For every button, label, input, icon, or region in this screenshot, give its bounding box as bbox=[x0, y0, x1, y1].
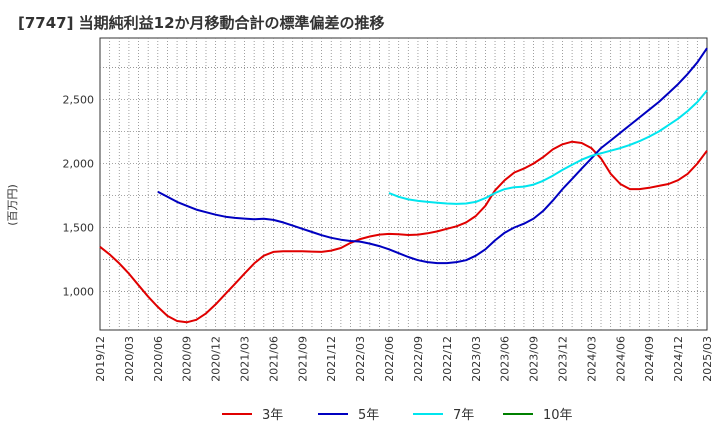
x-tick-label: 2025/03 bbox=[701, 336, 714, 382]
x-tick-label: 2020/03 bbox=[123, 336, 136, 382]
plot-area bbox=[99, 37, 708, 331]
legend-label-0: 3年 bbox=[262, 408, 283, 423]
x-tick-label: 2021/06 bbox=[267, 336, 280, 382]
x-tick-label: 2020/09 bbox=[181, 336, 194, 382]
legend-label-1: 5年 bbox=[358, 408, 379, 423]
x-tick-label: 2023/09 bbox=[528, 336, 541, 382]
y-tick-label: 1,000 bbox=[63, 286, 95, 299]
x-tick-label: 2021/12 bbox=[325, 336, 338, 382]
x-tick-label: 2023/06 bbox=[499, 336, 512, 382]
x-tick-label: 2023/12 bbox=[556, 336, 569, 382]
x-tick-label: 2022/03 bbox=[354, 336, 367, 382]
grid bbox=[100, 38, 707, 330]
x-tick-label: 2019/12 bbox=[94, 336, 107, 382]
x-tick-label: 2024/09 bbox=[643, 336, 656, 382]
series-line-0 bbox=[99, 140, 708, 324]
y-tick-label: 1,500 bbox=[63, 222, 95, 235]
x-tick-label: 2022/09 bbox=[412, 336, 425, 382]
chart-title: [7747] 当期純利益12か月移動合計の標準偏差の推移 bbox=[18, 14, 385, 32]
y-axis: 1,000 1,500 2,000 2,500 bbox=[63, 93, 95, 298]
x-tick-label: 2022/12 bbox=[441, 336, 454, 382]
x-tick-label: 2020/06 bbox=[152, 336, 165, 382]
x-tick-label: 2020/12 bbox=[210, 336, 223, 382]
x-tick-label: 2021/03 bbox=[239, 336, 252, 382]
series-line-1 bbox=[157, 47, 708, 265]
legend: 3年 5年 7年 10年 bbox=[222, 408, 573, 423]
x-tick-label: 2021/09 bbox=[296, 336, 309, 382]
series-line-2 bbox=[388, 89, 708, 205]
x-tick-label: 2024/06 bbox=[614, 336, 627, 382]
y-tick-label: 2,500 bbox=[63, 93, 95, 106]
x-tick-label: 2022/06 bbox=[383, 336, 396, 382]
x-axis: 2019/12 2020/03 2020/06 2020/09 2020/12 2021/… bbox=[94, 336, 714, 382]
y-tick-label: 2,000 bbox=[63, 158, 95, 171]
x-tick-label: 2024/03 bbox=[585, 336, 598, 382]
series-layer bbox=[99, 47, 708, 324]
y-axis-title: (百万円) bbox=[6, 184, 19, 226]
legend-label-3: 10年 bbox=[543, 408, 573, 423]
x-tick-label: 2023/03 bbox=[470, 336, 483, 382]
legend-label-2: 7年 bbox=[453, 408, 474, 423]
x-tick-label: 2024/12 bbox=[672, 336, 685, 382]
